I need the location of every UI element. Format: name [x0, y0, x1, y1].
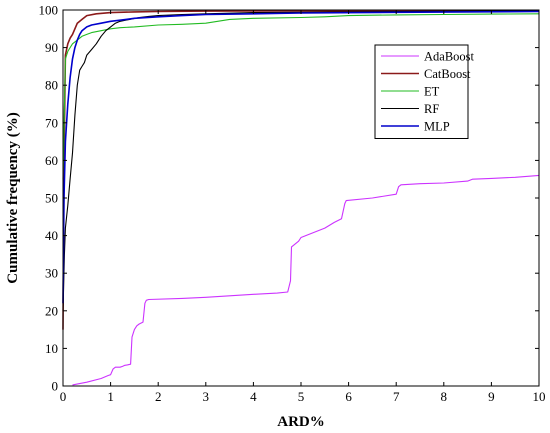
x-tick-label-10: 10	[533, 389, 546, 404]
x-tick-label-0: 0	[60, 389, 67, 404]
x-tick-label-7: 7	[393, 389, 400, 404]
y-tick-label-1: 10	[45, 341, 58, 356]
legend-label-adaboost: AdaBoost	[424, 50, 475, 64]
y-tick-label-5: 50	[45, 191, 58, 206]
series-line-et	[62, 13, 540, 180]
x-tick-label-9: 9	[488, 389, 495, 404]
x-tick-label-4: 4	[250, 389, 257, 404]
y-tick-label-10: 100	[39, 3, 59, 18]
x-tick-label-1: 1	[107, 389, 114, 404]
y-tick-label-8: 80	[45, 78, 58, 93]
x-tick-label-6: 6	[345, 389, 352, 404]
y-tick-label-9: 90	[45, 40, 58, 55]
legend-label-rf: RF	[424, 102, 439, 116]
ticks-layer	[62, 9, 540, 387]
legend-label-mlp: MLP	[424, 120, 450, 134]
legend-label-catboost: CatBoost	[424, 67, 471, 81]
x-tick-label-3: 3	[203, 389, 210, 404]
series-line-rf	[62, 10, 540, 311]
x-tick-label-8: 8	[441, 389, 448, 404]
legend-label-et: ET	[424, 85, 440, 99]
series-line-mlp	[62, 10, 540, 304]
y-tick-label-7: 70	[45, 115, 58, 130]
y-tick-label-6: 60	[45, 153, 58, 168]
y-tick-label-4: 40	[45, 228, 58, 243]
y-tick-label-0: 0	[52, 379, 59, 394]
x-tick-label-2: 2	[155, 389, 162, 404]
legend-box	[374, 44, 469, 139]
x-axis-title: ARD%	[277, 414, 325, 430]
y-tick-label-2: 20	[45, 303, 58, 318]
y-axis-title: Cumulative frequency (%)	[5, 112, 21, 283]
y-tick-label-3: 30	[45, 266, 58, 281]
series-line-adaboost	[72, 174, 540, 386]
x-tick-label-5: 5	[298, 389, 305, 404]
legend: AdaBoost CatBoost ET RF MLP	[374, 44, 475, 139]
